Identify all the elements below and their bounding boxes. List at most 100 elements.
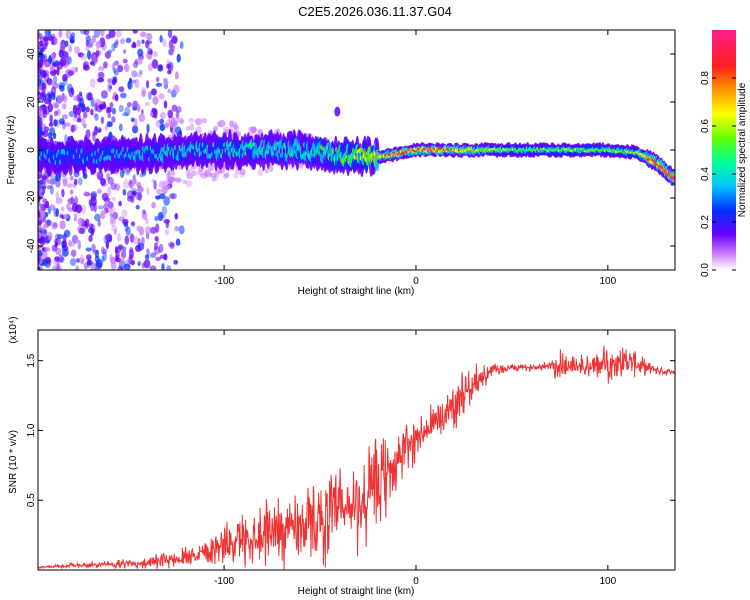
spectrogram-ylabel: Frequency (Hz) [6, 116, 17, 185]
spectrogram-noise-cell [49, 127, 56, 136]
spectrogram-noise-cell [151, 59, 159, 69]
spectrogram-noise-cell [185, 126, 191, 131]
spectrogram-noise-cell [149, 112, 154, 117]
spectrogram-noise-cell [186, 168, 195, 175]
spectrogram-noise-cell [174, 71, 179, 80]
spectrogram-noise-cell [137, 57, 143, 65]
spectrogram-noise-cell [38, 266, 41, 270]
spectrogram-noise-cell [38, 179, 46, 185]
spectrogram-noise-cell [213, 173, 219, 182]
snr-ylabel: SNR (10 * v/v) [8, 430, 19, 494]
spectrogram-noise-cell [41, 70, 47, 78]
spectrogram-noise-cell [161, 263, 165, 270]
spectrogram-noise-cell [85, 218, 90, 228]
spectrogram-noise-cell [58, 49, 64, 58]
spectrogram-noise-cell [155, 195, 161, 200]
spectrogram-noise-cell [145, 217, 149, 225]
spectrogram-noise-cell [158, 64, 163, 71]
spectrogram-noise-cell [41, 185, 47, 190]
spectrogram-noise-cell [123, 179, 129, 189]
spectrogram-noise-cell [167, 88, 171, 94]
spectrogram-noise-cell [114, 94, 119, 102]
spectrogram-noise-cell [56, 61, 63, 70]
spectrogram-noise-cell [66, 183, 74, 188]
snr-xlabel: Height of straight line (km) [298, 586, 415, 597]
spectrogram-noise-cell [50, 33, 56, 39]
spectrogram-noise-cell [132, 100, 139, 111]
spectrogram-noise-cell [172, 37, 178, 45]
spectrogram-noise-cell [163, 100, 168, 109]
spectrogram-noise-cell [224, 172, 230, 177]
spectrogram-noise-cell [76, 118, 82, 123]
spectrogram-noise-cell [61, 103, 67, 110]
spectrogram-noise-cell [116, 30, 122, 38]
spectrogram-noise-cell [127, 81, 134, 90]
spectrogram-noise-cell [148, 91, 152, 101]
spectrogram-noise-cell [248, 126, 256, 132]
spectrogram-noise-cell [195, 126, 203, 134]
spectrogram-noise-cell [105, 106, 110, 114]
spectrogram-noise-cell [173, 84, 180, 94]
spectrogram-noise-cell [73, 213, 78, 220]
spectrogram-noise-cell [104, 51, 111, 59]
spectrogram-noise-cell [171, 35, 178, 44]
spectrogram-noise-cell [122, 246, 127, 253]
spectrogram-noise-cell [95, 259, 103, 268]
spectrogram-noise-cell [109, 254, 113, 262]
spectrogram-noise-cell [67, 197, 75, 205]
spectrogram-noise-cell [42, 250, 48, 260]
snr-series-line [38, 345, 675, 570]
spectrogram-noise-cell [164, 122, 170, 128]
spectrogram-noise-cell [41, 123, 46, 130]
spectrogram-noise-cell [135, 204, 140, 210]
spectrogram-axes: -100 0 100 -40 -20 0 20 40 [26, 30, 675, 287]
spectrogram-noise-cell [162, 80, 169, 86]
spectrogram-noise-cell [136, 104, 141, 112]
spectrogram-noise-cell [168, 48, 174, 56]
spectrogram-noise-cell [167, 30, 173, 39]
spectrogram-noise-cell [111, 78, 116, 86]
spectrogram-noise-cell [56, 94, 63, 105]
x-tick-label: 100 [600, 276, 617, 287]
x-tick-label: -100 [214, 276, 234, 287]
spectrogram-noise-cell [142, 209, 146, 215]
spectrogram-noise-cell [156, 76, 160, 83]
snr-frame [37, 329, 676, 571]
spectrogram-noise-cell [49, 204, 56, 211]
spectrogram-noise-cell [167, 169, 176, 176]
spectrogram-noise-cell [52, 82, 59, 90]
spectrogram-noise-cell [177, 117, 184, 123]
spectrogram-noise-cell [128, 77, 133, 84]
spectrogram-noise-cell [105, 240, 110, 250]
y-tick-label: 1.5 [26, 353, 37, 367]
spectrogram-noise-cell [47, 30, 52, 37]
spectrogram-noise-cell [46, 179, 53, 185]
spectrogram-noise-cell [173, 259, 178, 265]
spectrogram-noise-cell [185, 169, 190, 176]
spectrogram-noise-cell [179, 41, 184, 49]
spectrogram-noise-cell [105, 233, 113, 243]
spectrogram-noise-cell [138, 226, 145, 236]
spectrogram-noise-cell [137, 191, 143, 202]
spectrogram-noise-cell [53, 207, 57, 218]
spectrogram-noise-cell [42, 216, 47, 223]
spectrogram-noise-cell [158, 243, 164, 253]
spectrogram-noise-cell [197, 170, 203, 176]
spectrogram-noise-cell [135, 244, 142, 252]
colorbar-tick-label: 0.8 [700, 71, 711, 85]
spectrogram-noise-cell [125, 37, 132, 43]
spectrogram-noise-cell [45, 256, 51, 264]
spectrogram-noise-cell [103, 234, 109, 244]
spectrogram-noise-cell [86, 259, 93, 266]
spectrogram-noise-cell [101, 246, 105, 255]
spectrogram-noise-cell [113, 229, 118, 235]
spectrogram-noise-cell [67, 70, 75, 76]
spectrogram-noise-cell [61, 245, 69, 252]
spectrogram-noise-cell [85, 44, 90, 52]
spectrogram-noise-cell [100, 210, 106, 220]
spectrogram-noise-cell [166, 63, 172, 70]
spectrogram-noise-cell [97, 128, 102, 133]
spectrogram-noise-cell [149, 265, 157, 270]
spectrogram-noise-cell [98, 66, 105, 71]
spectrogram-noise-cell [118, 104, 124, 113]
